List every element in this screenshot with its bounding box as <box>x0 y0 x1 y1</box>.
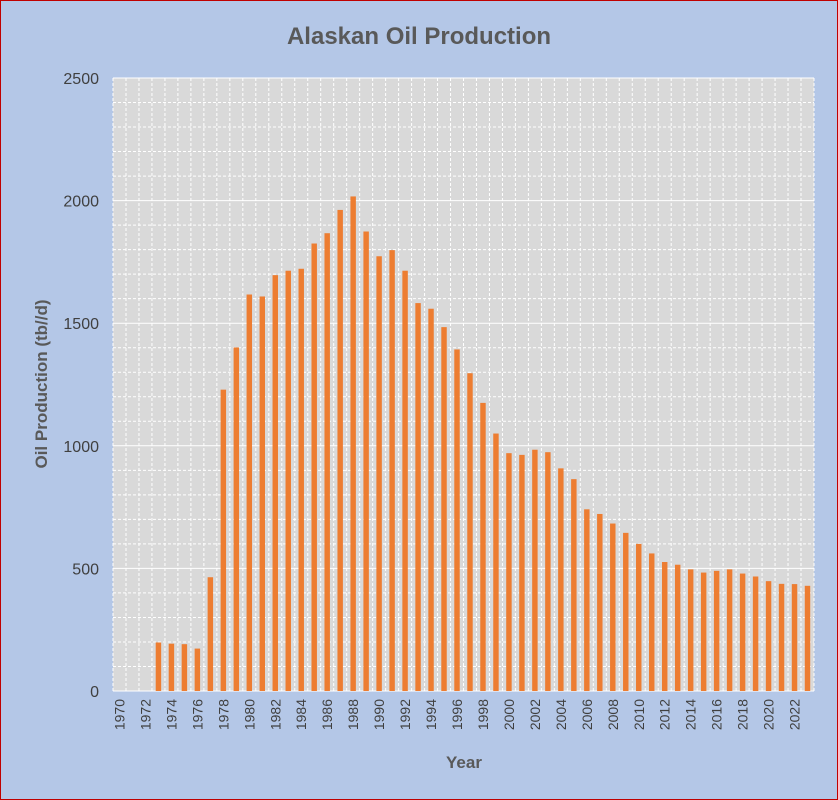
bar-1986 <box>324 233 330 691</box>
bar-2011 <box>649 553 655 691</box>
bar-2013 <box>674 564 681 691</box>
bar-2005 <box>571 479 577 691</box>
x-tick-label: 1980 <box>241 699 257 730</box>
horizontal-gridlines <box>113 77 814 692</box>
bar-2002 <box>532 449 538 691</box>
x-tick-label: 2020 <box>761 699 777 730</box>
x-tick-label: 1998 <box>475 699 491 730</box>
x-tick-label: 1994 <box>423 699 439 730</box>
y-tick-label: 2500 <box>63 71 99 88</box>
x-tick-label: 2016 <box>709 699 725 730</box>
bar-2014 <box>687 569 694 691</box>
y-tick-label: 1000 <box>63 439 99 456</box>
x-tick-label: 1986 <box>319 699 335 730</box>
bar-2017 <box>726 569 733 691</box>
bar-2008 <box>610 523 616 691</box>
y-tick-label: 2000 <box>63 194 99 211</box>
x-tick-label: 2010 <box>631 699 647 730</box>
bar-1988 <box>350 196 356 691</box>
bar-1992 <box>402 270 408 691</box>
x-tick-label: 1976 <box>189 699 205 730</box>
bar-2022 <box>791 584 798 691</box>
bar-1987 <box>337 209 343 692</box>
bar-1984 <box>298 268 304 691</box>
bar-1983 <box>285 270 291 691</box>
x-tick-label: 1990 <box>371 699 387 730</box>
bar-1993 <box>415 303 421 691</box>
bar-1978 <box>220 389 227 691</box>
bar-2020 <box>765 581 772 691</box>
bar-1999 <box>493 433 499 691</box>
x-tick-label: 1974 <box>163 699 179 730</box>
y-tick-label: 500 <box>72 561 99 578</box>
x-tick-label: 1970 <box>111 699 127 730</box>
bar-1985 <box>311 243 317 691</box>
x-tick-label: 1978 <box>215 699 231 730</box>
x-tick-label: 2022 <box>787 699 803 730</box>
y-tick-label: 1500 <box>63 316 99 333</box>
bar-1998 <box>480 402 486 691</box>
x-tick-label: 2008 <box>605 699 621 730</box>
chart-title: Alaskan Oil Production <box>287 23 551 50</box>
bar-1989 <box>363 231 369 691</box>
bar-1980 <box>246 294 253 691</box>
bar-2003 <box>545 452 551 691</box>
bar-2019 <box>752 576 759 691</box>
x-tick-label: 2018 <box>735 699 751 730</box>
bar-2004 <box>558 468 564 691</box>
bar-1990 <box>376 256 382 691</box>
x-axis-tick-labels: 1970 1972 1974 1976 1978 1980 1982 1984 1986 1988… <box>111 699 802 730</box>
bar-2009 <box>623 532 629 691</box>
bar-1974 <box>168 643 175 691</box>
bar-2007 <box>597 513 603 691</box>
bar-1981 <box>259 296 266 691</box>
x-tick-label: 1996 <box>449 699 465 730</box>
bar-2021 <box>778 583 785 691</box>
vertical-gridlines <box>112 78 815 691</box>
x-axis-title: Year <box>446 753 482 772</box>
bar-2016 <box>713 570 720 691</box>
bar-2018 <box>739 573 746 691</box>
bar-2010 <box>636 543 642 691</box>
bar-1995 <box>441 327 447 691</box>
bar-1975 <box>181 644 188 691</box>
y-axis-title: Oil Production (tb//d) <box>32 299 51 468</box>
bar-1996 <box>454 349 460 691</box>
bar-2015 <box>700 572 707 691</box>
bar-2001 <box>519 454 525 691</box>
x-tick-label: 2006 <box>579 699 595 730</box>
x-tick-label: 1992 <box>397 699 413 730</box>
bar-1976 <box>194 648 201 691</box>
x-tick-label: 2000 <box>501 699 517 730</box>
x-tick-label: 1982 <box>267 699 283 730</box>
bar-1982 <box>272 275 278 691</box>
x-tick-label: 2012 <box>657 699 673 730</box>
x-tick-label: 1972 <box>137 699 153 730</box>
bar-series <box>155 196 811 692</box>
bar-1977 <box>207 577 214 691</box>
bar-1994 <box>428 308 434 691</box>
bar-2006 <box>584 509 590 691</box>
bar-1979 <box>233 347 240 691</box>
bar-2000 <box>506 453 512 691</box>
bar-1991 <box>389 250 395 691</box>
y-axis-tick-labels: 0 500 1000 1500 2000 2500 <box>63 71 99 701</box>
x-tick-label: 2004 <box>553 699 569 730</box>
x-tick-label: 1984 <box>293 699 309 730</box>
bar-2023 <box>804 585 811 691</box>
bar-1973 <box>155 642 162 691</box>
x-tick-label: 2002 <box>527 699 543 730</box>
x-tick-label: 2014 <box>683 699 699 730</box>
x-tick-label: 1988 <box>345 699 361 730</box>
bar-1997 <box>467 373 473 691</box>
y-tick-label: 0 <box>90 684 99 701</box>
bar-2012 <box>661 562 668 691</box>
